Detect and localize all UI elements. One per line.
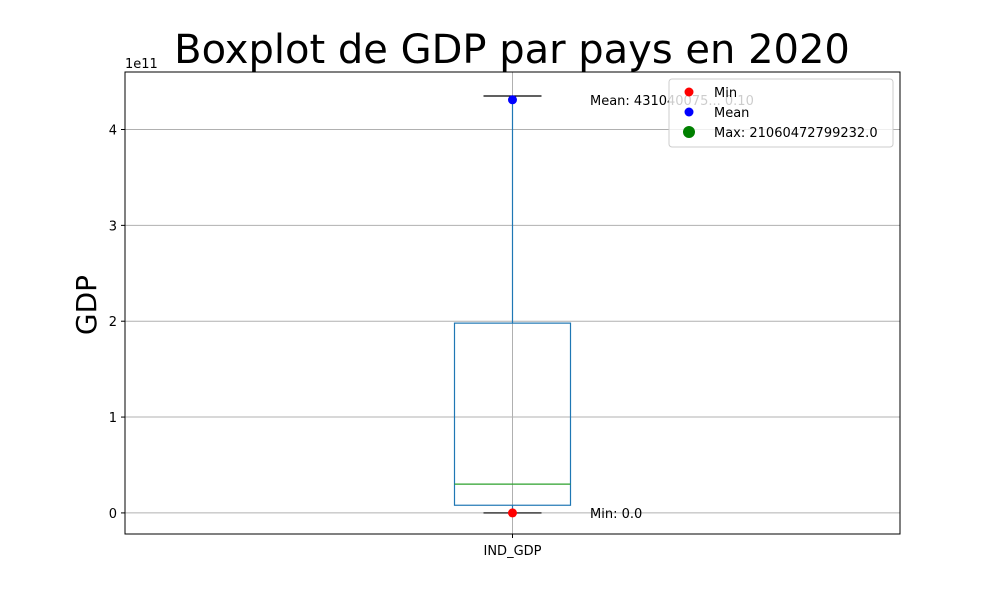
box-layer bbox=[453, 95, 572, 514]
y-tick-label-2: 2 bbox=[109, 315, 117, 330]
x-tick-label-0: IND_GDP bbox=[484, 544, 542, 559]
legend-label-2: Max: 21060472799232.0 bbox=[714, 126, 878, 141]
legend-marker-1 bbox=[684, 107, 694, 117]
min-point bbox=[508, 508, 517, 518]
y-ticks: 0 1 2 3 4 bbox=[109, 124, 125, 522]
legend-marker-2 bbox=[683, 126, 695, 138]
chart-title: Boxplot de GDP par pays en 2020 bbox=[174, 27, 850, 73]
y-tick-label-0: 0 bbox=[109, 507, 117, 522]
box-iqr bbox=[453, 322, 572, 506]
legend: Min Mean Max: 21060472799232.0 bbox=[668, 78, 894, 148]
points-layer bbox=[508, 95, 517, 518]
y-tick-label-4: 4 bbox=[109, 124, 117, 139]
min-annotation: Min: 0.0 bbox=[590, 507, 642, 522]
legend-label-0: Min bbox=[714, 86, 737, 101]
y-tick-label-3: 3 bbox=[109, 219, 117, 234]
y-offset-label: 1e11 bbox=[125, 57, 158, 72]
legend-label-1: Mean bbox=[714, 106, 749, 121]
legend-box bbox=[668, 78, 894, 148]
y-tick-label-1: 1 bbox=[109, 411, 117, 426]
x-ticks: IND_GDP bbox=[484, 534, 542, 559]
mean-point bbox=[508, 95, 517, 105]
y-axis-label: GDP bbox=[70, 275, 103, 335]
legend-marker-0 bbox=[684, 87, 694, 97]
